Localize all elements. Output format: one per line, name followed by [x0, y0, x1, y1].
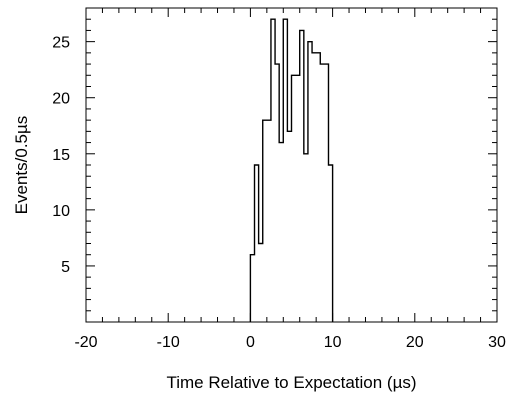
histogram-bin: [328, 165, 332, 322]
histogram-bin: [292, 75, 296, 322]
x-tick-label: -20: [74, 334, 97, 351]
histogram-bin: [279, 143, 283, 322]
x-tick-label: 0: [246, 334, 255, 351]
x-axis-label: Time Relative to Expectation (µs): [166, 373, 416, 392]
histogram-bin: [250, 255, 254, 322]
histogram-bin: [267, 120, 271, 322]
y-tick-label: 10: [52, 203, 70, 220]
x-tick-label: 10: [324, 334, 342, 351]
histogram-bin: [312, 53, 316, 322]
x-tick-label: 30: [488, 334, 506, 351]
histogram-bin: [287, 131, 291, 322]
histogram-bins: [249, 18, 334, 323]
x-tick-labels: -20 -10 0 10 20 30: [74, 334, 506, 351]
histogram-bin: [263, 120, 267, 322]
y-tick-label: 25: [52, 35, 70, 52]
histogram-bin: [324, 64, 328, 322]
y-tick-labels: 5 10 15 20 25: [52, 35, 70, 276]
histogram-bin: [316, 53, 320, 322]
histogram-bin: [320, 64, 324, 322]
histogram-bin: [271, 19, 275, 322]
tick-marks: [85, 8, 498, 322]
histogram-bin: [308, 42, 312, 322]
y-axis-label: Events/0.5µs: [12, 116, 31, 215]
histogram-bin: [255, 165, 259, 322]
x-tick-label: -10: [157, 334, 180, 351]
y-tick-label: 20: [52, 91, 70, 108]
histogram-bin: [275, 64, 279, 322]
histogram-bin: [283, 19, 287, 322]
y-tick-label: 5: [61, 259, 70, 276]
histogram-bin: [296, 75, 300, 322]
histogram-bin: [259, 244, 263, 323]
x-tick-label: 20: [406, 334, 424, 351]
histogram-bin: [304, 154, 308, 322]
histogram-bin: [300, 30, 304, 322]
y-tick-label: 15: [52, 147, 70, 164]
histogram-outline: [249, 18, 334, 322]
